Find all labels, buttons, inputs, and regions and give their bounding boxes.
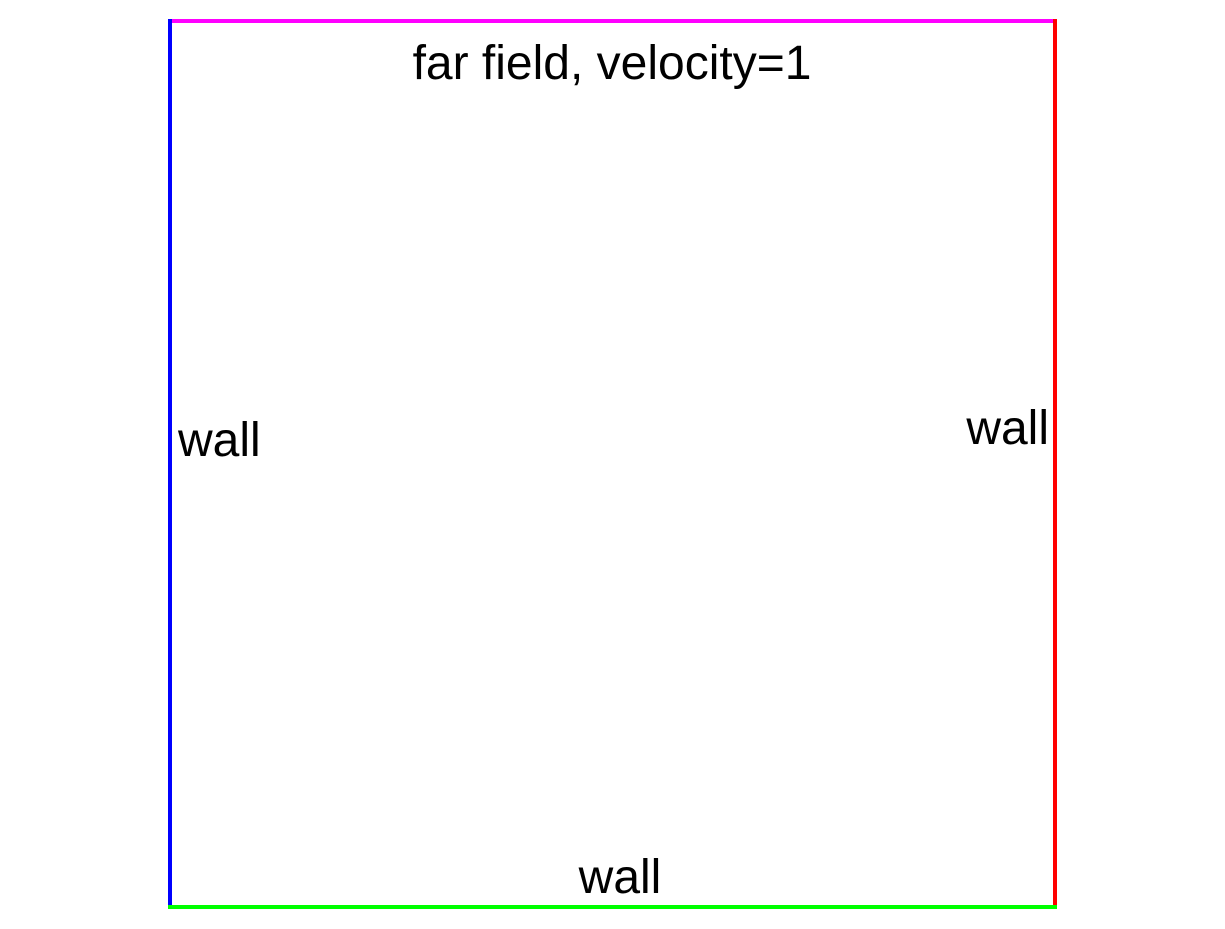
left-boundary-label: wall: [177, 414, 261, 467]
right-boundary-label: wall: [965, 402, 1049, 455]
top-boundary-label: far field, velocity=1: [413, 37, 812, 90]
bottom-boundary-label: wall: [578, 851, 662, 904]
